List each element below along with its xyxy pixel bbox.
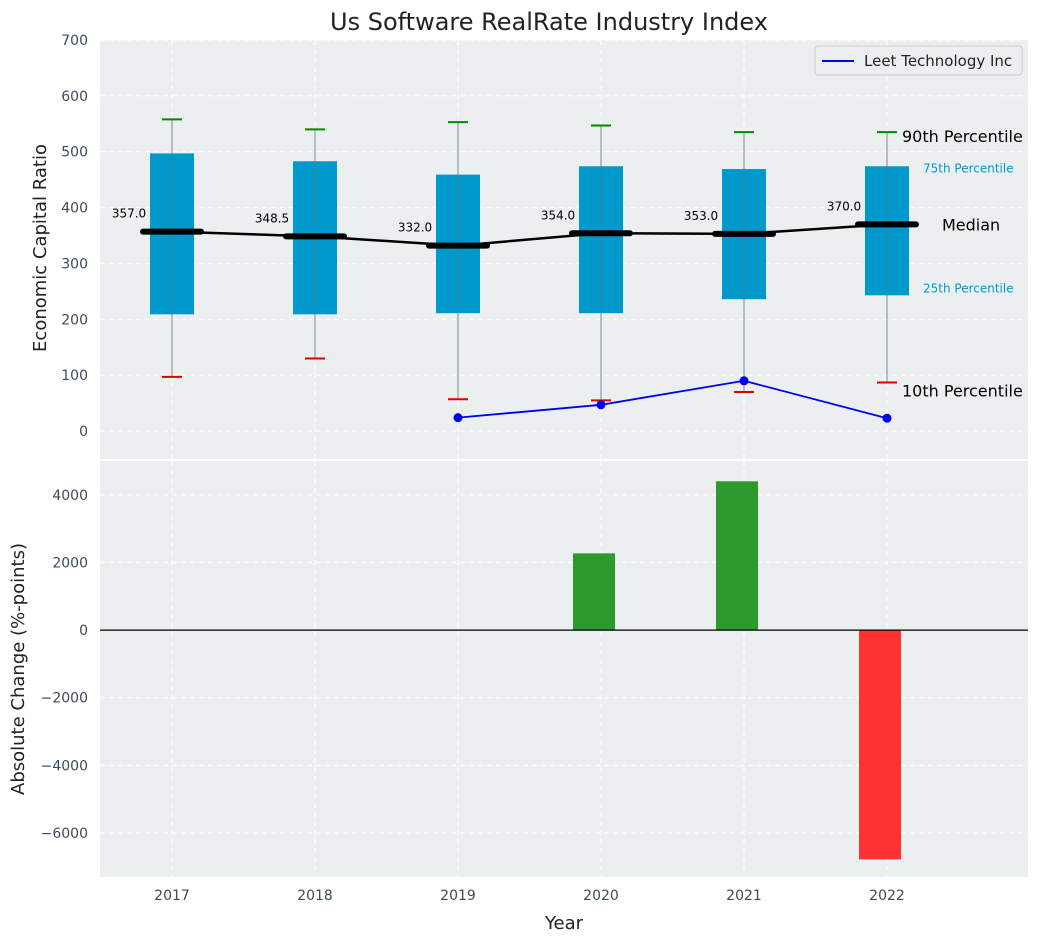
bottom-y-tick-label: 0: [79, 623, 88, 639]
bottom-y-tick-label: −4000: [41, 758, 88, 774]
annotation-10th: 10th Percentile: [902, 381, 1023, 400]
bottom-y-tick-label: −2000: [41, 691, 88, 707]
top-panel: 0 100 200 300 400 500 600 700 357.0 348.5 332.0 354…: [61, 33, 1028, 459]
bottom-y-tick-label: 2000: [52, 555, 88, 571]
x-tick-label: 2020: [583, 888, 619, 904]
annotation-75th: 75th Percentile: [923, 161, 1014, 175]
top-y-tick-label: 200: [61, 312, 88, 328]
legend-entry-company: Leet Technology Inc: [864, 52, 1012, 70]
company-series-point: [596, 400, 606, 410]
top-y-tick-label: 600: [61, 89, 88, 105]
median-value-label: 348.5: [255, 211, 289, 225]
company-series-point: [453, 413, 463, 423]
x-tick-label: 2021: [726, 888, 762, 904]
top-y-tick-label: 0: [79, 424, 88, 440]
annotation-90th: 90th Percentile: [902, 127, 1023, 146]
x-tick-label: 2018: [297, 888, 333, 904]
x-tick-label: 2017: [154, 888, 190, 904]
company-series-line: [457, 379, 888, 420]
top-y-tick-label: 100: [61, 368, 88, 384]
x-tick-label: 2022: [869, 888, 905, 904]
median-value-label: 353.0: [684, 209, 718, 223]
top-y-tick-label: 300: [61, 256, 88, 272]
positive-change-bar: [716, 481, 758, 631]
legend-box: [814, 45, 1023, 76]
x-tick-label: 2019: [440, 888, 476, 904]
bottom-y-axis-label: Absolute Change (%-points): [8, 543, 29, 795]
annotation-25th: 25th Percentile: [923, 281, 1014, 295]
median-value-label: 354.0: [541, 208, 575, 222]
chart-title: Us Software RealRate Industry Index: [330, 8, 768, 36]
bottom-y-tick-label: 4000: [52, 488, 88, 504]
legend: Leet Technology Inc: [814, 45, 1023, 76]
x-axis-label: Year: [544, 913, 584, 934]
bottom-y-tick-label: −6000: [41, 826, 88, 842]
top-y-tick-label: 700: [61, 33, 88, 49]
company-series-point: [882, 413, 892, 423]
median-value-label: 370.0: [827, 199, 861, 213]
negative-change-bar: [859, 630, 901, 860]
bottom-panel: 4000 2000 0 −2000 −4000 −6000 2017 2018 2019 2020…: [41, 461, 1028, 904]
company-series-point: [739, 376, 749, 386]
median-value-label: 357.0: [112, 207, 146, 221]
top-y-tick-label: 500: [61, 145, 88, 161]
top-y-axis-label: Economic Capital Ratio: [30, 144, 51, 352]
top-y-tick-label: 400: [61, 201, 88, 217]
annotation-median: Median: [942, 215, 1000, 234]
median-value-label: 332.0: [398, 221, 432, 235]
positive-change-bar: [573, 553, 615, 631]
